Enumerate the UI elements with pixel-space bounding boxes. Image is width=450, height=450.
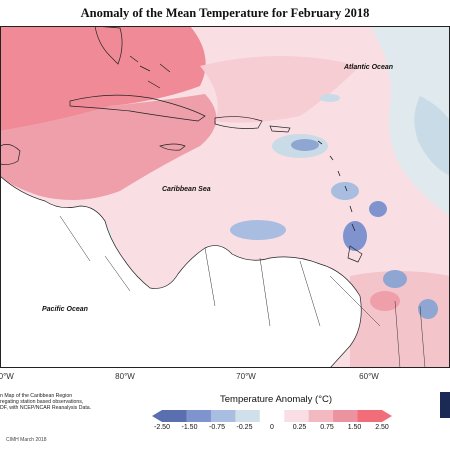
island-florida [94,26,123,65]
anomaly-warm-moderate [0,94,217,200]
lon-label-70w: 70°W [236,372,256,381]
logo [440,392,450,418]
legend-swatch [333,410,359,422]
legend-swatch [259,410,285,422]
note-line: regating station based observations, [0,399,84,406]
note-line: n Map of the Caribbean Region [0,393,73,399]
pacific-area [0,286,143,368]
lon-label-80w: 80°W [115,372,135,381]
note-line: DF, with NCEP/NCAR Reanalysis Data. [0,405,92,412]
legend-title: Temperature Anomaly (°C) [220,394,333,405]
credit-text: CIMH March 2018 [6,437,47,443]
legend-tick-label: 2.50 [375,424,389,431]
legend-swatch [308,410,334,422]
anomaly-cool-spot [418,299,438,319]
legend-tick-label: -0.25 [236,424,253,431]
legend-tick-label: 0.75 [320,424,334,431]
island-cuba [69,94,206,122]
anomaly-warm-spot [370,291,400,311]
map-title: Anomaly of the Mean Temperature for Febr… [80,6,370,20]
legend-swatch [235,410,261,422]
legend-tick-label: -2.50 [154,424,170,431]
island-hispaniola [214,116,263,129]
anomaly-map [0,26,450,368]
label-caribbean-sea: Caribbean Sea [162,186,211,193]
island-lesser-antilles [317,140,356,232]
anomaly-cool-spot [320,94,340,102]
coast-yucatan [0,144,21,165]
legend-tick-label: -1.50 [181,424,198,431]
anomaly-cool-spot [343,221,367,251]
legend-arrow-left [152,410,162,422]
legend-tick-label: 0 [270,424,274,431]
anomaly-warm-strong [0,26,206,131]
legend-swatch [284,410,310,422]
anomaly-cool-spot [230,220,286,240]
legend-swatch [210,410,236,422]
lon-label-60w: 60°W [359,372,379,381]
legend-colorbar [152,410,392,422]
anomaly-cool-spot [369,201,387,217]
map-notes: n Map of the Caribbean Region regating s… [0,393,91,412]
map-area [0,26,450,368]
anomaly-cool-spot [383,270,407,288]
anomaly-cool-spot [291,139,319,151]
anomaly-cool-atlantic [414,96,450,176]
island-trinidad [347,245,363,263]
lon-label-90w: 90°W [0,372,14,381]
country-borders [59,215,426,368]
island-bahamas [129,55,171,89]
anomaly-neutral-atlantic [370,26,450,216]
anomaly-cool-spot [331,182,359,200]
island-jamaica [159,143,186,151]
legend-tick-label: 1.50 [347,424,362,431]
label-pacific-ocean: Pacific Ocean [42,306,88,313]
legend-swatch [162,410,187,422]
anomaly-warm-light [200,56,360,123]
label-atlantic-ocean: Atlantic Ocean [344,64,394,71]
legend-swatch [186,410,212,422]
legend-arrow-right [382,410,392,422]
legend-tick-label: 0.25 [292,424,307,431]
island-puerto-rico [269,125,291,133]
legend-tick-label: -0.75 [209,424,225,431]
legend-swatch [357,410,383,422]
